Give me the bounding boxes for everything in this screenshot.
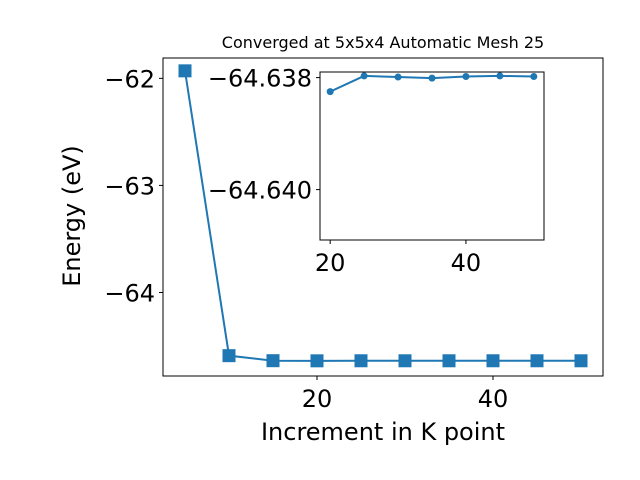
inset-plot-frame [319, 71, 545, 241]
y-tick-label: −63 [104, 172, 155, 200]
y-tick-label: −62 [104, 65, 155, 93]
inset-plot: 20 40 −64.640 −64.638 [208, 65, 545, 277]
data-point [442, 354, 456, 368]
series-line [184, 70, 582, 362]
chart-title: Converged at 5x5x4 Automatic Mesh 25 [222, 33, 544, 52]
x-tick-label: 40 [478, 385, 509, 413]
inset-y-tick-label: −64.638 [208, 65, 312, 93]
data-point [310, 354, 324, 368]
inset-data-point [496, 72, 504, 80]
inset-x-tick-label: 40 [451, 249, 482, 277]
inset-data-point [530, 72, 538, 80]
x-tick-label: 20 [302, 385, 333, 413]
inset-x-tick-label: 20 [315, 249, 346, 277]
inset-data-point [394, 73, 402, 81]
y-tick-label: −64 [104, 279, 155, 307]
data-point [530, 354, 544, 368]
inset-y-tick-label: −64.640 [208, 177, 312, 205]
x-axis-label: Increment in K point [261, 418, 505, 446]
data-point [398, 354, 412, 368]
data-point [354, 354, 368, 368]
data-point [486, 354, 500, 368]
inset-data-point [360, 72, 368, 80]
data-point [574, 354, 588, 368]
y-axis-label: Energy (eV) [58, 145, 86, 287]
data-point [222, 349, 236, 363]
data-point [266, 354, 280, 368]
inset-data-point [462, 72, 470, 80]
inset-data-point [326, 88, 334, 96]
data-point [178, 64, 192, 78]
inset-data-point [428, 74, 436, 82]
